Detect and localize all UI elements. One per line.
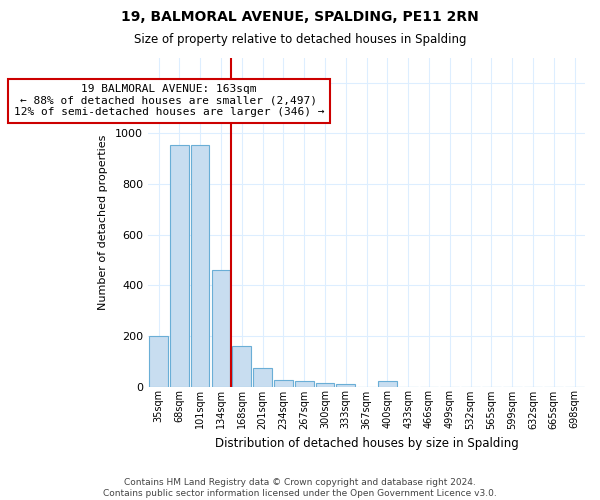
Bar bbox=[191, 145, 209, 386]
Bar bbox=[212, 270, 230, 386]
Bar bbox=[316, 382, 334, 386]
Text: 19 BALMORAL AVENUE: 163sqm
← 88% of detached houses are smaller (2,497)
12% of s: 19 BALMORAL AVENUE: 163sqm ← 88% of deta… bbox=[14, 84, 324, 117]
X-axis label: Distribution of detached houses by size in Spalding: Distribution of detached houses by size … bbox=[215, 437, 518, 450]
Bar bbox=[337, 384, 355, 386]
Text: 19, BALMORAL AVENUE, SPALDING, PE11 2RN: 19, BALMORAL AVENUE, SPALDING, PE11 2RN bbox=[121, 10, 479, 24]
Bar bbox=[295, 382, 314, 386]
Text: Size of property relative to detached houses in Spalding: Size of property relative to detached ho… bbox=[134, 32, 466, 46]
Bar bbox=[253, 368, 272, 386]
Text: Contains HM Land Registry data © Crown copyright and database right 2024.
Contai: Contains HM Land Registry data © Crown c… bbox=[103, 478, 497, 498]
Bar bbox=[378, 382, 397, 386]
Bar bbox=[149, 336, 168, 386]
Y-axis label: Number of detached properties: Number of detached properties bbox=[98, 134, 108, 310]
Bar bbox=[274, 380, 293, 386]
Bar bbox=[170, 145, 188, 386]
Bar bbox=[232, 346, 251, 387]
